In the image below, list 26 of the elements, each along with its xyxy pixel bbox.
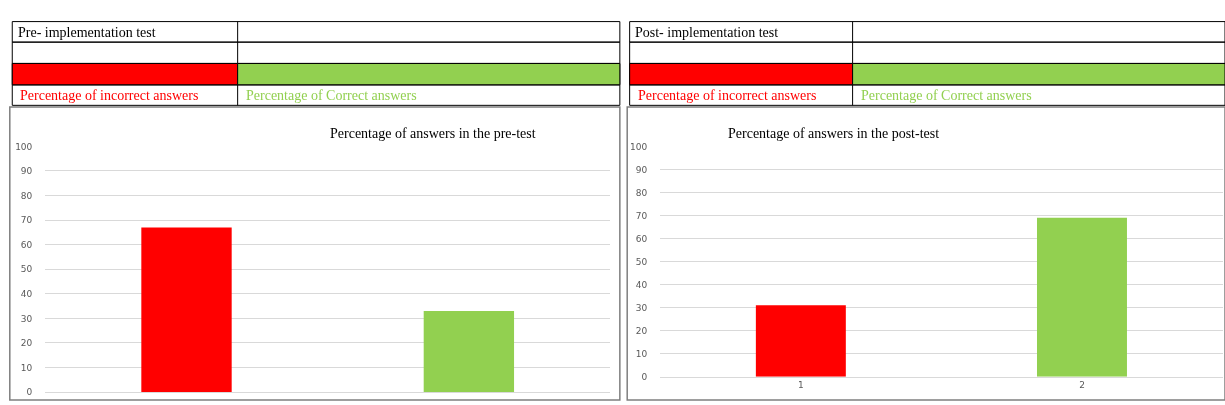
- y-tick-label: 90: [20, 166, 33, 177]
- y-tick-label: 70: [635, 210, 648, 221]
- y-tick-label: 80: [635, 187, 648, 198]
- y-tick-label: 60: [635, 233, 648, 244]
- y-tick-label: 80: [20, 190, 33, 201]
- chart-title: Percentage of answers in the post-test: [728, 126, 940, 141]
- y-tick-label: 0: [26, 387, 33, 398]
- y-tick-label: 50: [635, 256, 648, 267]
- y-tick-label: 40: [635, 279, 648, 290]
- y-tick-label: 20: [20, 338, 33, 349]
- y-tick-label: 10: [20, 362, 33, 373]
- y-tick-label: 60: [20, 239, 33, 250]
- y-tick-label: 70: [20, 215, 33, 226]
- y-tick-label: 0: [641, 371, 648, 382]
- y-tick-label: 30: [635, 302, 648, 313]
- x-tick-label: 1: [797, 380, 804, 391]
- y-tick-label: 100: [630, 141, 648, 152]
- y-tick-label: 90: [635, 164, 648, 175]
- y-tick-label: 10: [635, 348, 648, 359]
- y-tick-label: 30: [20, 313, 33, 324]
- y-tick-label: 50: [20, 264, 33, 275]
- chart-title: Percentage of answers in the pre-test: [330, 126, 536, 141]
- x-tick-label: 2: [1079, 380, 1085, 391]
- y-tick-label: 40: [20, 288, 33, 299]
- y-tick-label: 20: [635, 325, 648, 336]
- y-tick-label: 100: [15, 141, 33, 152]
